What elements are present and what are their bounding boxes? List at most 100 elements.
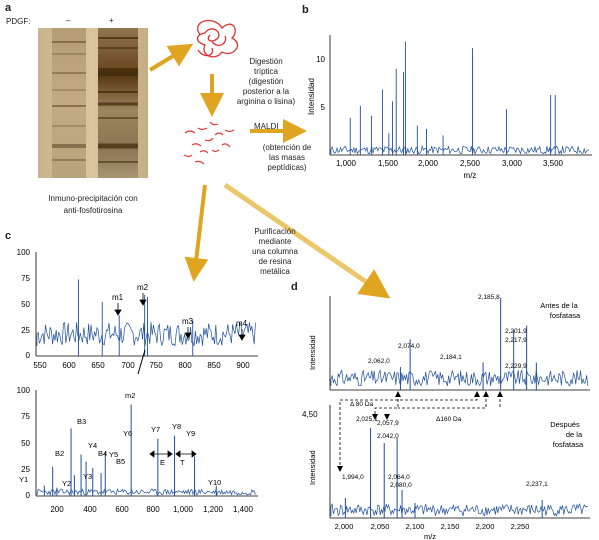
marker-m4: m4 [236,319,248,328]
c1-xtick: 650 [91,361,105,370]
c1-ytick: 50 [21,300,30,309]
pdgf-label: PDGF: [6,17,31,26]
maldi-label: MALDI [254,122,279,131]
ion-y5: Y5 [109,450,118,459]
c2-xtick: 800 [146,505,160,514]
pdgf-plus: + [109,16,114,25]
digestion-text: Digestión tríptica (digestión posterior a l… [236,57,296,106]
c2-ytick: 75 [21,412,30,421]
d-after-peak-label: 2,057,9 [377,420,399,427]
d-before-peak-label: 2,074,0 [398,343,420,350]
arrow-to-panel-c [184,184,209,282]
d-after-title: de la [566,430,583,439]
c1-xtick: 600 [62,361,76,370]
b-xtick: 2,500 [460,159,481,168]
d-after-peak-label: 1,994,0 [342,474,364,481]
c1-xtick: 700 [121,361,135,370]
c1-xtick: 800 [178,361,192,370]
c1-xtick: 550 [33,361,47,370]
d-after-peak-label: 2,080,0 [390,482,412,489]
d-ytick: 4,50 [302,410,318,419]
ion-b4: B4 [98,449,107,458]
d-delta80-label: Δ 80 Da [350,401,374,408]
ion-b5: B5 [116,457,125,466]
ion-y2: Y2 [62,479,71,488]
d-ylabel-bottom: Intensidad [308,450,317,485]
gel-caption-line2: anti-fosfotirosina [63,206,123,215]
c1-ytick: 100 [17,248,31,257]
marker-m1: m1 [112,293,124,302]
panel-d-label: d [291,281,298,293]
b-xtick: 1,000 [336,159,357,168]
d-after-peak-label: 2,237,1 [526,481,548,488]
d-before-peak-label: 2,184,1 [440,354,462,361]
b-xtick: 3,500 [543,159,564,168]
d-after-title: Después [550,420,580,429]
d-xtick: 2,150 [441,522,460,531]
c2-ytick: 50 [21,439,30,448]
marker-m3: m3 [182,317,194,326]
b-ytick-5: 5 [321,103,326,112]
d-xtick: 2,050 [371,522,390,531]
c1-xtick: 900 [236,361,250,370]
d-after-peak-label: 2,064,0 [388,474,410,481]
gel-caption-line1: Inmuno-precipitación con [48,194,138,203]
c2-xtick: 600 [115,505,129,514]
d-xtick: 2,250 [511,522,530,531]
c2-xtick: 1,000 [173,505,194,514]
d-ylabel-top: Intensidad [308,335,317,370]
intact-protein-drawing [196,19,238,58]
panel-b-label: b [302,4,309,16]
d-before-title: fosfatasa [550,311,581,320]
d-before-title: Antes de la [540,301,578,310]
c1-ytick: 25 [21,326,30,335]
c2-xtick: 200 [50,505,64,514]
d-xtick: 2,000 [335,522,354,531]
b-xtick: 1,500 [378,159,399,168]
c2-xtick: 1,400 [233,505,254,514]
d-connector-arrowheads [337,391,503,472]
gap-e: E [160,458,165,467]
arrow-gel-to-protein [148,43,194,72]
ion-y3: Y3 [83,472,92,481]
ion-y7: Y7 [151,425,160,434]
maldi-spectrum: 10 5 Intensidad 1,000 1,500 2,000 2,500 … [307,35,592,180]
msms-spectrum: 100 75 50 25 0 200 400 600 800 1,000 1,2… [17,386,258,514]
d-before-peak-label: 2,201,9 [505,328,527,335]
ms-scan-spectrum: 100 75 50 25 0 550 600 650 700 750 800 8… [17,248,258,375]
d-before-peak-label: 2,229,9 [505,363,527,370]
panel-a-label: a [5,2,12,14]
c2-ytick: 0 [26,491,31,500]
c2-ytick: 100 [17,386,31,395]
c2-xtick: 1,200 [203,505,224,514]
b-ylabel: Intensidad [307,78,316,115]
pdgf-minus: – [66,16,71,25]
peptide-fragments-drawing [183,121,235,165]
d-after-peak-label: 2,025,1 [356,416,378,423]
panel-c-label: c [5,230,12,242]
d-after-peak-label: 2,042,0 [377,433,399,440]
ion-y8: Y8 [172,422,181,431]
arrow-to-panel-d [223,182,391,299]
c1-ytick: 75 [21,274,30,283]
d-after-title: fosfatasa [553,440,584,449]
purification-text: Purificación mediante una columna de resina… [252,227,298,276]
d-xlabel: m/z [424,532,436,540]
silver-stained-gel [38,28,148,178]
d-xtick: 2,200 [476,522,495,531]
b-ytick-10: 10 [316,55,325,64]
c2-ytick: 25 [21,465,30,474]
ion-b3: B3 [77,417,86,426]
d-xtick: 2,100 [406,522,425,531]
c1-xtick: 850 [207,361,221,370]
ion-y6: Y6 [123,429,132,438]
gap-t: T [180,458,185,467]
d-before-peak-label: 2,185,8 [478,294,500,301]
ion-y4: Y4 [88,441,97,450]
b-xtick: 2,000 [418,159,439,168]
c1-ytick: 0 [26,351,31,360]
c1-xtick: 750 [149,361,163,370]
maldi-note: (obtención de las masas peptídicas) [262,143,312,172]
d-delta160-label: Δ160 Da [436,416,462,423]
ion-y1: Y1 [19,475,28,484]
